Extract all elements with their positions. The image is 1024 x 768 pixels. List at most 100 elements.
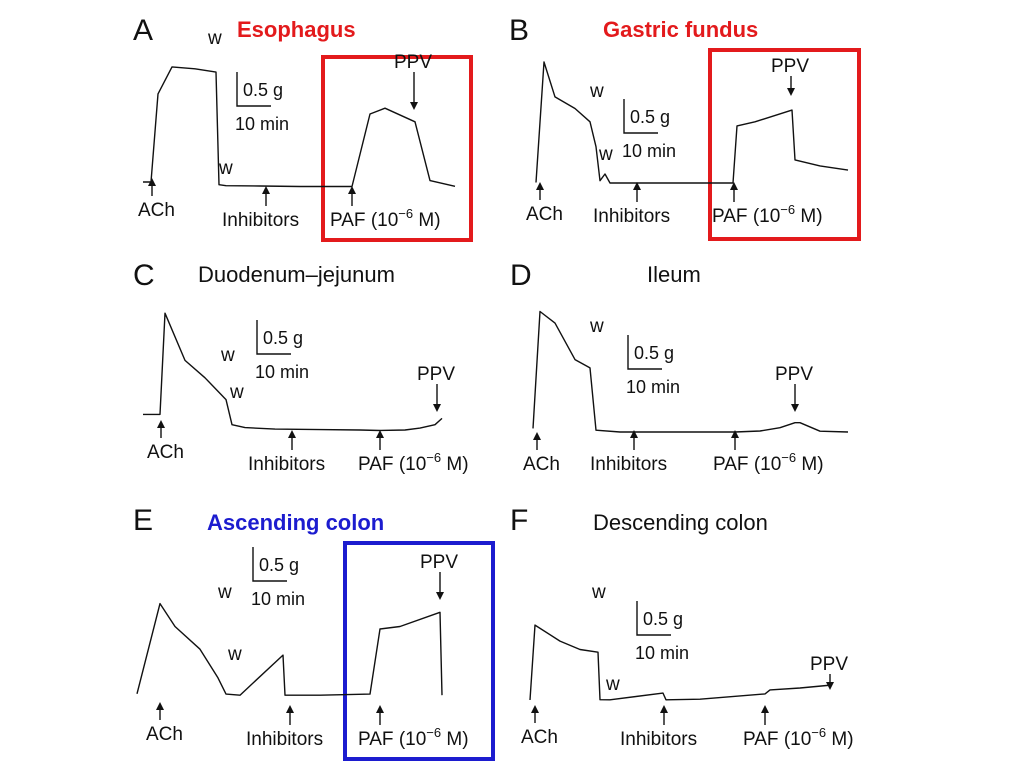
panel-b-title: Gastric fundus [603,17,758,42]
panel-b-ppv-arrow-head [787,88,795,96]
panel-d-paf-base: PAF (10 [713,454,781,475]
panel-f-title: Descending colon [593,510,768,535]
panel-b-inhibitors-label: Inhibitors [593,206,670,227]
panel-f-wash-2: w [605,674,620,695]
panel-e-letter: E [133,504,153,537]
panel-e-scale-force: 0.5 g [259,555,299,575]
panel-f-paf-base: PAF (10 [743,729,811,750]
panel-c-scale-time: 10 min [255,362,309,382]
panel-e-paf-base: PAF (10 [358,729,426,750]
panel-f-inhibitors-label: Inhibitors [620,729,697,750]
panel-e-trace [136,602,443,696]
panel-e-inhibitors-arrow-head [286,705,294,713]
panel-d: D Ileum 0.5 g 10 min ACh Inhibitors PAF (10−6 … [510,259,849,475]
panel-a-scale-time: 10 min [235,114,289,134]
panel-d-paf-label: PAF (10−6 M) [713,450,824,475]
panel-e-ach-arrow-head [156,702,164,710]
panel-a: A Esophagus 0.5 g 10 min ACh Inhibitors PAF (1… [133,14,473,242]
panel-b-letter: B [509,14,529,47]
panel-b-paf-exp: −6 [780,202,795,217]
panel-a-highlight-box [321,55,473,242]
panel-f-trace [529,624,833,701]
panel-c-trace [143,312,443,432]
panel-b-ppv-label: PPV [771,56,809,77]
panel-a-ppv-arrow-head [410,102,418,110]
panel-d-paf-arrow-head [731,430,739,438]
panel-b: B Gastric fundus 0.5 g 10 min ACh Inhibitors P… [509,14,861,241]
panel-a-scale-bar [236,72,271,107]
panel-e-paf-arrow-head [376,705,384,713]
panel-a-paf-exp: −6 [398,206,413,221]
panel-f-ach-arrow-head [531,705,539,713]
panel-c-wash-1: w [220,345,235,366]
panel-e-paf-unit: M) [441,729,468,750]
panel-c-paf-arrow-head [376,430,384,438]
panel-a-trace [143,66,456,188]
panel-b-wash-1: w [589,81,604,102]
panel-a-title: Esophagus [237,17,356,42]
panel-f-paf-arrow-head [761,705,769,713]
panel-a-scale-force: 0.5 g [243,80,283,100]
panel-d-inhibitors-arrow-head [630,430,638,438]
panel-a-paf-label: PAF (10−6 M) [330,206,441,231]
panel-e-paf-label: PAF (10−6 M) [358,725,469,750]
panel-b-paf-base: PAF (10 [712,206,780,227]
panel-b-ach-arrow-head [536,182,544,190]
panel-f-letter: F [510,504,528,537]
panel-c-inhibitors-arrow-head [288,430,296,438]
panel-b-trace [535,61,849,184]
panel-a-paf-base: PAF (10 [330,210,398,231]
panel-f-paf-unit: M) [826,729,853,750]
panel-b-inhibitors-arrow-head [633,182,641,190]
panel-c-wash-2: w [229,382,244,403]
panel-e-highlight-box [343,541,495,761]
panel-d-scale-force: 0.5 g [634,343,674,363]
panel-b-wash-2: w [598,144,613,165]
panel-e-ppv-arrow-head [436,592,444,600]
panel-f-inhibitors-arrow-head [660,705,668,713]
panel-f-scale-time: 10 min [635,643,689,663]
panel-b-scale-time: 10 min [622,141,676,161]
panel-d-scale-time: 10 min [626,377,680,397]
panel-f-scale-bar [636,601,671,636]
panel-e-inhibitors-label: Inhibitors [246,729,323,750]
panel-c-ppv-label: PPV [417,364,455,385]
panel-d-trace [532,310,849,433]
panel-f-ach-label: ACh [521,727,558,748]
panel-f: F Descending colon 0.5 g 10 min ACh Inhibitor… [510,504,854,750]
panel-d-inhibitors-label: Inhibitors [590,454,667,475]
panel-d-ppv-label: PPV [775,364,813,385]
panel-e-wash-1: w [217,582,232,603]
panel-c-inhibitors-label: Inhibitors [248,454,325,475]
panel-e-scale-bar [252,547,287,582]
panel-e-paf-exp: −6 [426,725,441,740]
panel-d-wash-1: w [589,316,604,337]
panel-b-paf-arrow-head [730,182,738,190]
panel-a-ach-label: ACh [138,200,175,221]
panel-f-ppv-arrow-head [826,682,834,690]
panel-c-ach-label: ACh [147,442,184,463]
panel-a-wash-2: w [218,158,233,179]
panel-f-paf-exp: −6 [811,725,826,740]
panel-a-wash-1: w [207,28,222,49]
panel-a-paf-unit: M) [413,210,440,231]
panel-c-ach-arrow-head [157,420,165,428]
panel-f-scale-force: 0.5 g [643,609,683,629]
panel-f-wash-1: w [591,582,606,603]
panel-e-wash-2: w [227,644,242,665]
panel-c-scale-force: 0.5 g [263,328,303,348]
panel-b-scale-force: 0.5 g [630,107,670,127]
panel-c-paf-exp: −6 [426,450,441,465]
panel-c-paf-base: PAF (10 [358,454,426,475]
panel-e-ach-label: ACh [146,724,183,745]
panel-e: E Ascending colon 0.5 g 10 min ACh Inhibitors… [133,504,495,761]
panel-a-ach-arrow-head [148,178,156,186]
panel-c-paf-unit: M) [441,454,468,475]
panel-d-scale-bar [627,335,662,370]
panel-c-paf-label: PAF (10−6 M) [358,450,469,475]
panel-e-ppv-label: PPV [420,552,458,573]
panel-b-highlight-box [708,48,861,241]
panel-b-paf-label: PAF (10−6 M) [712,202,823,227]
panel-f-ppv-label: PPV [810,654,848,675]
